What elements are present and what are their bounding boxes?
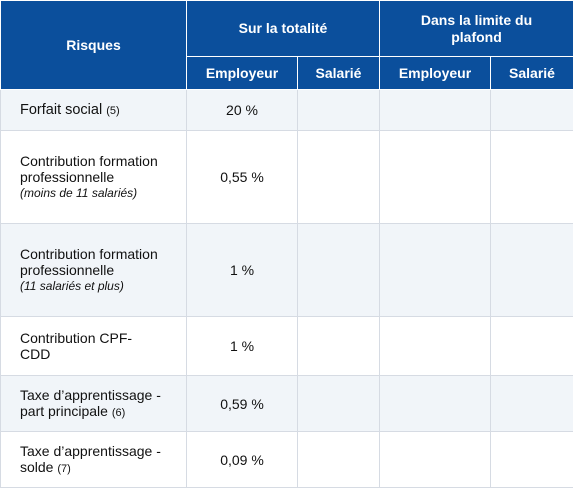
row-value [491,224,573,317]
row-value [380,317,491,376]
row-label-text: Taxe d’apprentissage - part principale [20,387,161,419]
header-group-totalite: Sur la totalité [187,1,380,57]
header-employeur-2: Employeur [380,57,491,90]
row-label: Taxe d’apprentissage - solde (7) [1,432,187,488]
row-value: 1 % [187,317,298,376]
row-note: (7) [57,463,70,475]
row-value [298,376,380,432]
header-risques: Risques [1,1,187,90]
row-note: (5) [106,105,119,117]
table-row: Forfait social (5) 20 % [1,90,573,131]
header-group-plafond: Dans la limite du plafond [380,1,573,57]
row-sub: (moins de 11 salariés) [20,185,186,201]
row-value [298,90,380,131]
table-row: Taxe d’apprentissage - solde (7) 0,09 % [1,432,573,488]
row-label: Forfait social (5) [1,90,187,131]
row-value [380,131,491,224]
row-value [298,317,380,376]
row-sub: (11 salariés et plus) [20,278,186,294]
row-label: Taxe d’apprentissage - part principale (… [1,376,187,432]
row-label-text: Contribution formation professionnelle [20,246,160,278]
row-value [491,131,573,224]
row-value: 20 % [187,90,298,131]
row-value [491,317,573,376]
row-value [491,376,573,432]
header-salarie-1: Salarié [298,57,380,90]
row-value [298,224,380,317]
row-value [298,131,380,224]
header-employeur-1: Employeur [187,57,298,90]
row-value [491,432,573,488]
row-label: Contribution formation professionnelle(m… [1,131,187,224]
row-value [491,90,573,131]
table-row: Contribution CPF-CDD 1 % [1,317,573,376]
row-label-text: Contribution formation professionnelle [20,153,160,185]
row-value [380,376,491,432]
row-value: 0,55 % [187,131,298,224]
row-value [298,432,380,488]
header-salarie-2: Salarié [491,57,573,90]
table-row: Taxe d’apprentissage - part principale (… [1,376,573,432]
row-label: Contribution formation professionnelle(1… [1,224,187,317]
row-value: 1 % [187,224,298,317]
table-row: Contribution formation professionnelle(1… [1,224,573,317]
row-label: Contribution CPF-CDD [1,317,187,376]
table-row: Contribution formation professionnelle(m… [1,131,573,224]
row-value [380,90,491,131]
row-label-text: Forfait social [20,102,102,118]
row-value: 0,59 % [187,376,298,432]
row-value: 0,09 % [187,432,298,488]
row-value [380,224,491,317]
row-value [380,432,491,488]
row-label-text: Taxe d’apprentissage - solde [20,443,161,475]
row-note: (6) [112,407,125,419]
row-label-text: Contribution CPF-CDD [20,330,155,362]
